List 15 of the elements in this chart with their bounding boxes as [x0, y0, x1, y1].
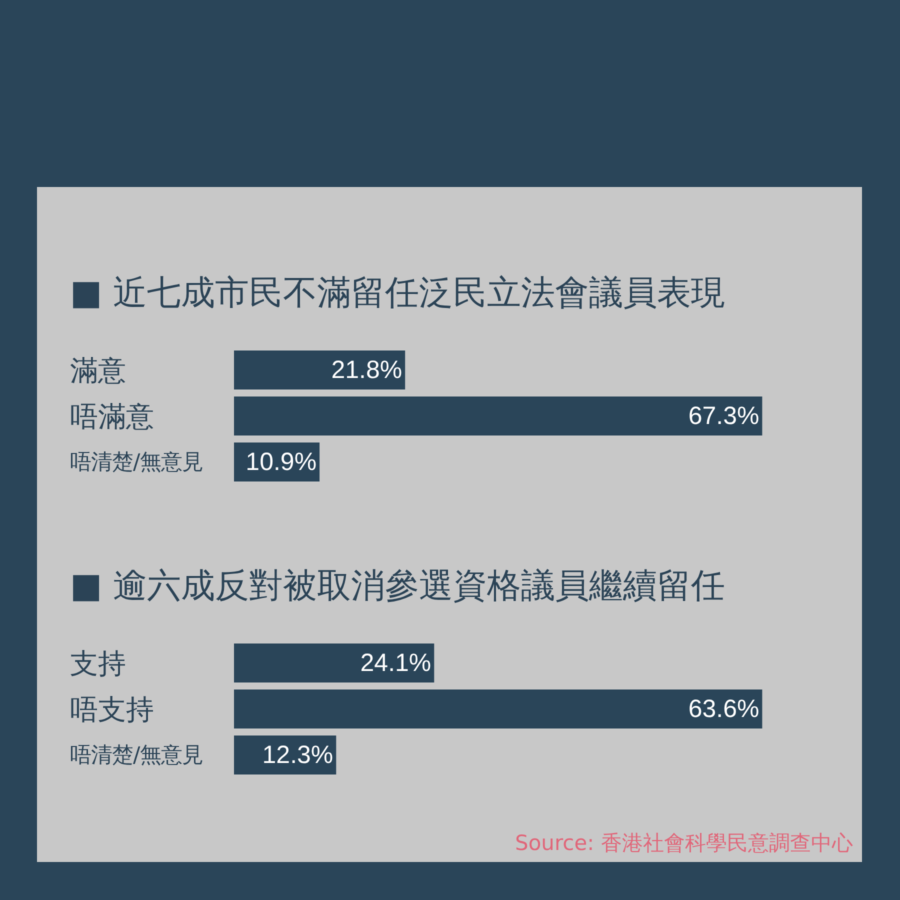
source-note: Source: 香港社會科學民意調查中心: [515, 831, 853, 855]
data-label: 21.8%: [331, 356, 402, 384]
y-tick-label: 唔滿意: [70, 400, 154, 433]
data-label: 10.9%: [246, 448, 317, 476]
y-tick-label: 唔清楚/無意見: [70, 743, 204, 768]
chart-title: ■ 逾六成反對被取消參選資格議員繼續留任: [70, 566, 725, 606]
y-tick-label: 滿意: [70, 354, 126, 387]
data-label: 12.3%: [262, 741, 334, 769]
data-label: 67.3%: [688, 402, 760, 430]
data-label: 24.1%: [360, 649, 432, 677]
chart-title: ■ 近七成市民不滿留任泛民立法會議員表現: [70, 273, 725, 313]
y-tick-label: 支持: [70, 647, 126, 680]
y-tick-label: 唔支持: [70, 693, 154, 726]
y-tick-label: 唔清楚/無意見: [70, 450, 204, 475]
data-label: 63.6%: [688, 695, 760, 723]
